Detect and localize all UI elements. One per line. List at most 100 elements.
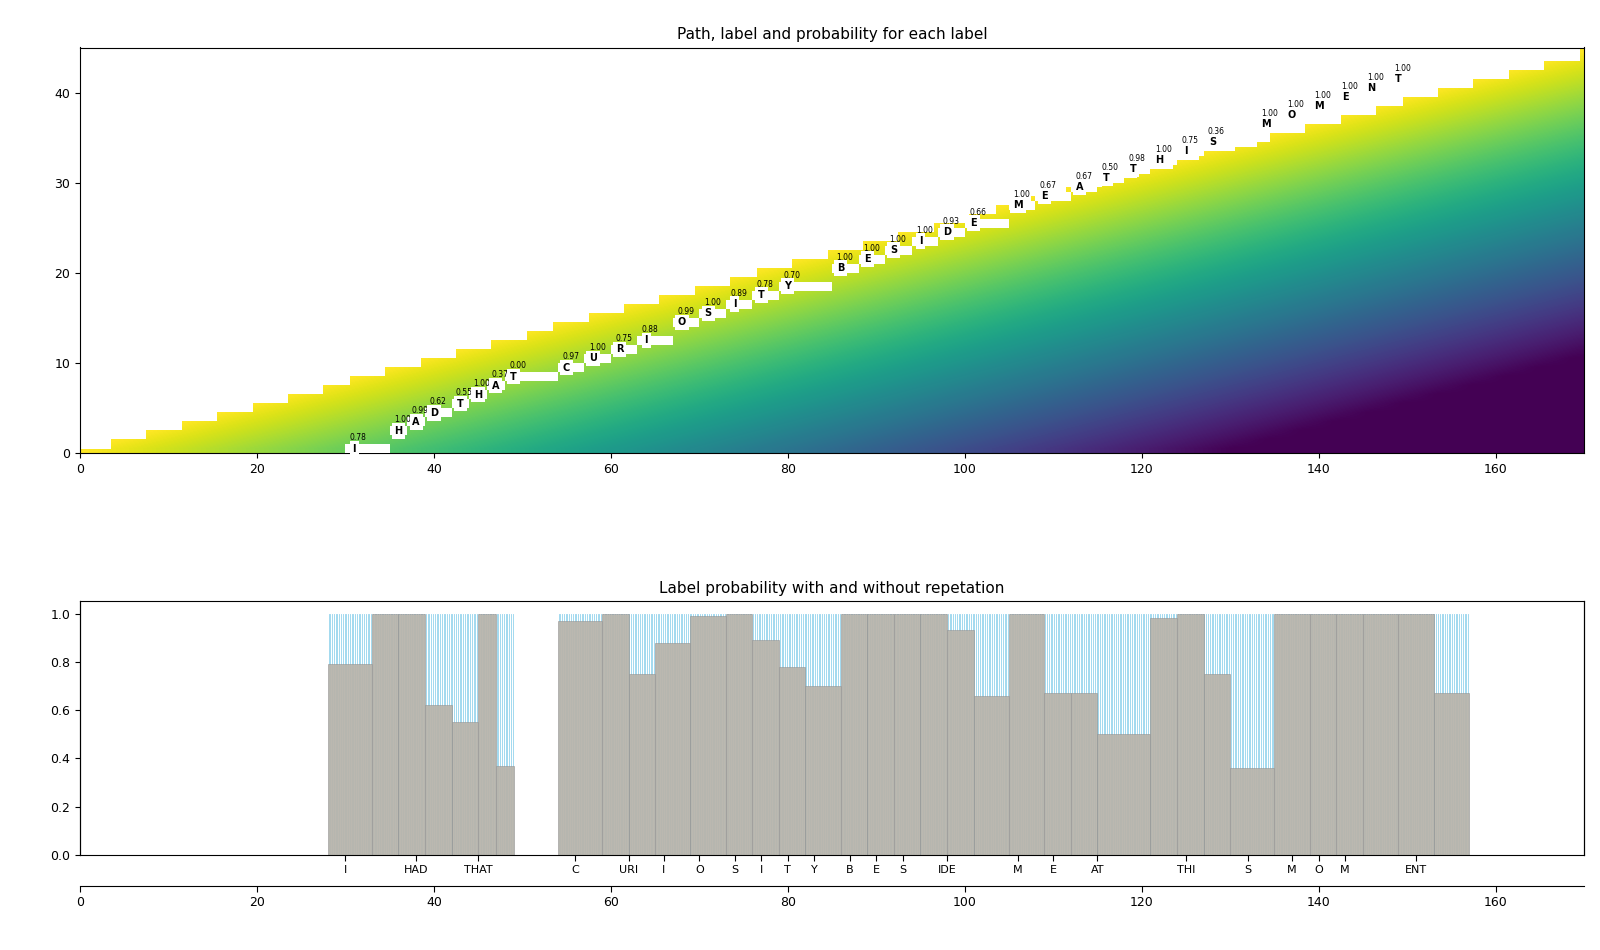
Text: H: H: [395, 426, 403, 436]
Text: T: T: [758, 291, 765, 300]
Text: S: S: [1210, 137, 1216, 147]
Bar: [1283, 110, 1310, 120]
Bar: [965, 218, 1010, 228]
Text: T: T: [510, 371, 517, 382]
Text: 0.89: 0.89: [730, 289, 747, 298]
Text: I: I: [918, 237, 922, 246]
Bar: [859, 255, 885, 264]
Text: Y: Y: [784, 281, 792, 292]
Bar: [611, 345, 637, 354]
Bar: [426, 408, 451, 417]
Bar: [920, 614, 947, 855]
Bar: [398, 614, 426, 855]
Text: 0.88: 0.88: [642, 325, 659, 334]
Text: I: I: [645, 335, 648, 346]
Bar: [1035, 192, 1070, 200]
Bar: [691, 616, 726, 855]
Bar: [1123, 164, 1150, 174]
Text: 0.70: 0.70: [784, 271, 800, 280]
Bar: [478, 614, 496, 855]
Bar: [1098, 734, 1150, 855]
Text: 1.00: 1.00: [1341, 82, 1357, 91]
Text: 0.55: 0.55: [456, 389, 474, 397]
Bar: [1274, 614, 1310, 855]
Text: B: B: [837, 263, 845, 274]
Text: 0.75: 0.75: [1181, 136, 1198, 144]
Text: R: R: [616, 345, 624, 354]
Bar: [1098, 174, 1123, 182]
Bar: [1010, 200, 1035, 210]
Text: I: I: [733, 299, 736, 310]
Bar: [938, 228, 965, 237]
Text: A: A: [493, 381, 499, 390]
Bar: [469, 390, 486, 399]
Text: 1.00: 1.00: [1394, 64, 1411, 73]
Text: 1.00: 1.00: [862, 244, 880, 253]
Bar: [451, 399, 469, 408]
Bar: [726, 614, 752, 855]
Bar: [504, 372, 558, 381]
Bar: [912, 237, 938, 246]
Bar: [1045, 694, 1070, 855]
Text: 1.00: 1.00: [589, 343, 605, 352]
Title: Path, label and probability for each label: Path, label and probability for each lab…: [677, 28, 987, 42]
Text: E: E: [1042, 191, 1048, 201]
Text: S: S: [704, 309, 712, 318]
Bar: [637, 336, 672, 345]
Bar: [371, 614, 398, 855]
Text: I: I: [1184, 146, 1187, 156]
Bar: [1203, 138, 1256, 146]
Bar: [1070, 694, 1098, 855]
Text: 1.00: 1.00: [704, 298, 720, 307]
Text: 0.78: 0.78: [350, 433, 366, 443]
Bar: [558, 363, 584, 372]
Text: E: E: [864, 255, 870, 264]
Bar: [1363, 84, 1389, 92]
Bar: [752, 291, 779, 300]
Bar: [1230, 768, 1274, 855]
Bar: [408, 417, 426, 427]
Text: 0.99: 0.99: [677, 307, 694, 316]
Bar: [451, 722, 478, 855]
Text: 1.00: 1.00: [917, 226, 933, 235]
Text: O: O: [1288, 110, 1296, 120]
Bar: [894, 614, 920, 855]
Bar: [779, 282, 832, 291]
Text: 1.00: 1.00: [394, 415, 411, 425]
Text: 0.50: 0.50: [1102, 162, 1118, 172]
Text: 0.98: 0.98: [1128, 154, 1146, 162]
Text: 1.00: 1.00: [1368, 73, 1384, 82]
Bar: [558, 620, 602, 855]
Text: D: D: [430, 408, 438, 418]
Bar: [867, 614, 894, 855]
Bar: [1336, 92, 1363, 102]
Bar: [1256, 120, 1283, 128]
Bar: [779, 667, 805, 855]
Bar: [752, 640, 779, 855]
Text: 1.00: 1.00: [1288, 100, 1304, 109]
Bar: [654, 642, 691, 855]
Text: 0.99: 0.99: [411, 407, 429, 415]
Text: M: M: [1314, 101, 1323, 111]
Bar: [1363, 614, 1398, 855]
Bar: [1310, 102, 1336, 110]
Text: A: A: [1075, 182, 1083, 192]
Text: I: I: [352, 444, 357, 454]
Bar: [1010, 614, 1045, 855]
Bar: [842, 614, 867, 855]
Text: 0.62: 0.62: [429, 397, 446, 407]
Bar: [629, 674, 654, 855]
Text: 0.00: 0.00: [509, 361, 526, 370]
Text: E: E: [1342, 92, 1349, 102]
Bar: [805, 686, 842, 855]
Text: 0.78: 0.78: [757, 280, 774, 289]
Text: 0.97: 0.97: [562, 352, 579, 361]
Bar: [947, 631, 973, 855]
Bar: [1150, 618, 1178, 855]
Bar: [672, 318, 699, 327]
Bar: [1203, 674, 1230, 855]
Text: M: M: [1261, 119, 1270, 129]
Text: 0.67: 0.67: [1075, 172, 1093, 180]
Text: O: O: [677, 317, 686, 328]
Text: D: D: [942, 227, 950, 238]
